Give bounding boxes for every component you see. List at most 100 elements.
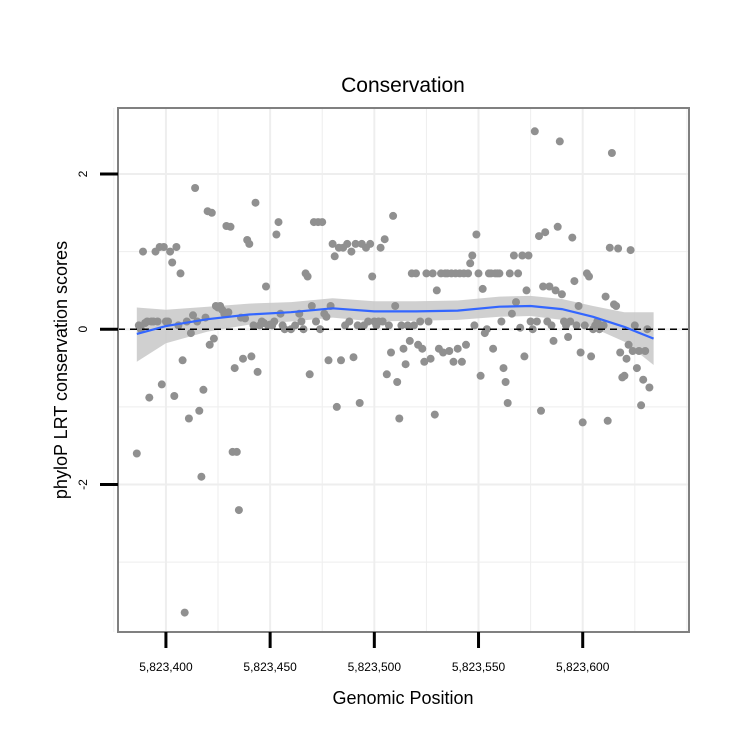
data-point	[322, 312, 331, 321]
data-point	[553, 222, 562, 231]
data-point	[616, 348, 625, 357]
data-point	[184, 414, 193, 423]
data-point	[382, 370, 391, 379]
data-point	[195, 406, 204, 415]
data-point	[518, 251, 527, 260]
grid-lines	[113, 108, 689, 632]
data-point	[495, 269, 504, 278]
plot-panel-border	[117, 107, 690, 633]
data-point	[555, 137, 564, 146]
data-point	[545, 282, 554, 291]
data-point	[280, 325, 289, 334]
data-point	[172, 243, 181, 251]
data-point	[368, 272, 377, 281]
data-point	[462, 340, 470, 349]
data-point	[439, 348, 448, 357]
x-tick-label: 5,823,400	[139, 660, 193, 674]
data-point	[503, 399, 512, 407]
data-point	[505, 269, 514, 278]
data-point	[630, 321, 639, 330]
data-point	[186, 329, 195, 338]
data-point	[387, 348, 395, 357]
data-point	[139, 247, 147, 256]
data-point	[274, 218, 283, 227]
data-point	[482, 325, 491, 334]
data-point	[628, 347, 637, 355]
data-point	[532, 317, 541, 326]
data-point	[303, 272, 312, 281]
data-point	[585, 272, 593, 281]
smooth-trend-line	[136, 304, 655, 340]
y-axis: -2 0 2	[76, 170, 118, 490]
data-point	[189, 311, 197, 320]
data-point	[541, 228, 550, 237]
data-point	[499, 364, 508, 373]
data-point	[199, 385, 208, 394]
data-point	[241, 314, 250, 323]
data-point	[328, 239, 337, 248]
data-point	[428, 269, 437, 278]
data-point	[509, 251, 518, 260]
data-point	[557, 290, 566, 299]
data-point	[168, 258, 177, 267]
data-point	[197, 472, 206, 481]
data-point	[401, 360, 410, 369]
data-point	[234, 506, 243, 515]
data-point	[180, 608, 189, 617]
data-point	[564, 333, 573, 341]
data-point	[178, 356, 187, 365]
data-point	[209, 334, 218, 343]
data-point	[449, 357, 458, 366]
data-point	[403, 321, 412, 330]
data-point	[603, 416, 612, 425]
data-point	[620, 371, 629, 380]
smooth-line	[136, 304, 655, 340]
data-point	[245, 239, 254, 248]
x-axis-title: Genomic Position	[332, 688, 473, 708]
data-point	[393, 378, 402, 386]
data-point	[164, 317, 172, 326]
data-point	[470, 321, 479, 330]
data-point	[366, 239, 375, 248]
data-point	[576, 348, 585, 357]
data-point	[432, 286, 441, 295]
data-point	[391, 302, 400, 310]
data-point	[332, 402, 341, 411]
data-point	[251, 198, 260, 207]
data-point	[412, 269, 420, 278]
data-point	[232, 447, 241, 456]
data-point	[607, 149, 616, 157]
data-point	[549, 336, 558, 345]
data-point	[224, 308, 233, 317]
data-point	[153, 317, 162, 326]
data-point	[316, 325, 325, 334]
data-point	[507, 309, 516, 318]
data-point	[514, 269, 523, 278]
data-point	[472, 230, 481, 239]
data-point	[453, 344, 462, 353]
data-point	[337, 356, 345, 365]
data-point	[526, 317, 535, 326]
data-point	[530, 127, 539, 136]
data-point	[312, 317, 320, 326]
x-tick-label: 5,823,450	[243, 660, 297, 674]
data-point	[405, 336, 414, 345]
x-axis: 5,823,400 5,823,450 5,823,500 5,823,550 5,82…	[139, 632, 610, 674]
x-tick-label: 5,823,600	[556, 660, 610, 674]
data-point	[272, 230, 281, 239]
data-point	[641, 347, 650, 355]
data-point	[516, 323, 525, 332]
data-point	[170, 392, 179, 400]
y-axis-title: phyloP LRT conservation scores	[51, 241, 71, 499]
data-point	[422, 269, 431, 278]
data-point	[397, 321, 406, 330]
y-tick-label: 0	[76, 326, 90, 333]
data-point	[418, 344, 427, 353]
data-point	[566, 317, 575, 326]
data-point	[176, 269, 185, 278]
data-point	[512, 298, 520, 307]
data-point	[599, 321, 608, 330]
data-point	[409, 321, 418, 330]
data-point	[520, 352, 529, 361]
